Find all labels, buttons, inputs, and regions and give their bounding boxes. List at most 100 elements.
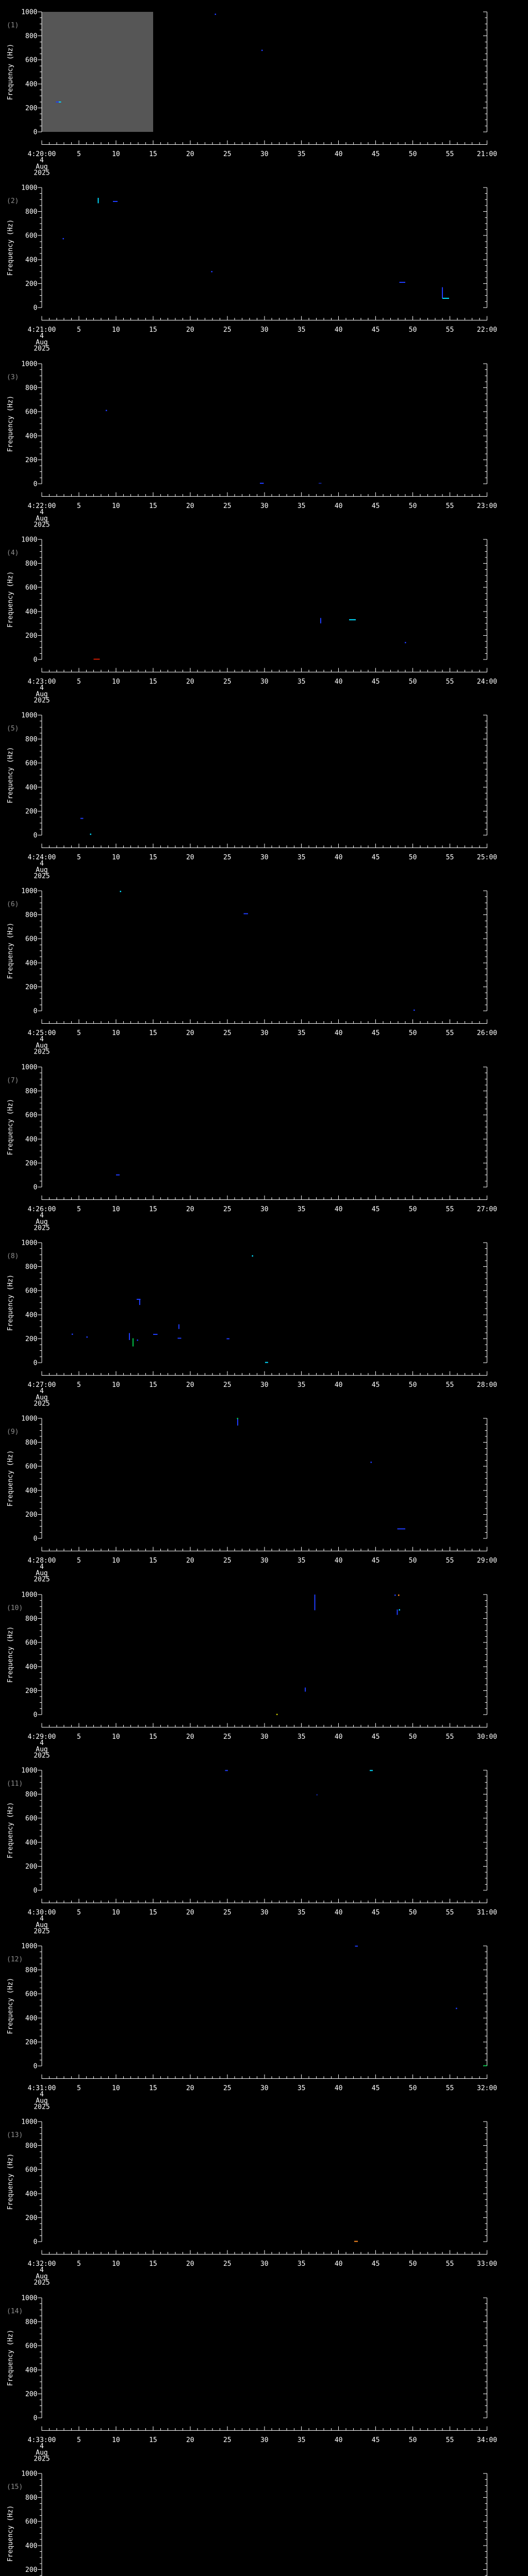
spectrogram-panel-13: 0 200 400 600 800 1000 4:32:00 5 10 15 20 25 30 35 40 4… bbox=[0, 2110, 528, 2286]
time-axis: 4:25:00 5 10 15 20 25 30 35 40 45 50 55 26:00 bbox=[28, 1019, 497, 1037]
x-tick-label: 35 bbox=[298, 1206, 306, 1213]
y-axis-title: Frequency (Hz) bbox=[7, 1098, 14, 1155]
x-tick-label: 50 bbox=[409, 2260, 417, 2268]
x-tick-label: 25 bbox=[223, 1029, 232, 1037]
panel-number: (8) bbox=[7, 1252, 19, 1260]
x-tick-label: 35 bbox=[298, 326, 306, 334]
y-axis-left: 0 200 400 600 800 1000 bbox=[21, 888, 42, 1015]
y-axis-right bbox=[483, 1066, 487, 1188]
x-tick-label: 40 bbox=[335, 502, 343, 510]
y-tick-label: 400 bbox=[25, 784, 37, 791]
detection-marks bbox=[62, 198, 450, 299]
y-tick-label: 400 bbox=[25, 2542, 37, 2550]
y-tick-label: 1000 bbox=[21, 1767, 37, 1774]
x-tick-label: 30 bbox=[260, 150, 269, 158]
svg-text:2025: 2025 bbox=[34, 873, 50, 879]
x-tick-label: 30 bbox=[260, 854, 269, 861]
x-tick-label: 15 bbox=[149, 2084, 157, 2092]
x-tick-label: 15 bbox=[149, 150, 157, 158]
svg-text:2025: 2025 bbox=[34, 2455, 50, 2462]
y-tick-label: 0 bbox=[34, 304, 38, 312]
y-axis-title: Frequency (Hz) bbox=[7, 2154, 14, 2210]
y-tick-label: 800 bbox=[25, 1615, 37, 1623]
x-tick-label: 45 bbox=[372, 1909, 380, 1917]
y-axis-title: Frequency (Hz) bbox=[7, 1978, 14, 2034]
x-tick-label: 10 bbox=[112, 1909, 120, 1917]
x-tick-label: 10 bbox=[112, 1733, 120, 1741]
svg-text:Aug: Aug bbox=[36, 1042, 47, 1050]
y-tick-label: 1000 bbox=[21, 360, 37, 368]
y-tick-label: 800 bbox=[25, 2318, 37, 2326]
nodata-region-group bbox=[42, 11, 153, 132]
y-axis-right bbox=[483, 187, 487, 308]
x-tick-label: 5 bbox=[77, 1733, 81, 1741]
detection-dot bbox=[62, 238, 64, 240]
x-tick-label: 35 bbox=[298, 502, 306, 510]
y-tick-label: 600 bbox=[25, 584, 37, 592]
panel-number: (3) bbox=[7, 374, 19, 381]
detection-marks bbox=[225, 1770, 373, 1795]
x-tick-label: 45 bbox=[372, 2260, 380, 2268]
svg-text:Aug: Aug bbox=[36, 1570, 47, 1578]
y-tick-label: 800 bbox=[25, 208, 37, 216]
x-tick-label: 25 bbox=[223, 326, 232, 334]
nodata-region bbox=[42, 11, 153, 132]
time-axis: 4:28:00 5 10 15 20 25 30 35 40 45 50 55 29:00 bbox=[28, 1547, 497, 1565]
svg-text:Aug: Aug bbox=[36, 1921, 47, 1929]
y-tick-label: 600 bbox=[25, 408, 37, 416]
y-axis-left: 0 200 400 600 800 1000 bbox=[21, 8, 42, 136]
x-tick-label: 25 bbox=[223, 1557, 232, 1565]
x-tick-label: 25 bbox=[223, 150, 232, 158]
x-start-label: 4:33:00 bbox=[28, 2436, 56, 2444]
y-tick-label: 800 bbox=[25, 1263, 37, 1271]
spectrogram-panel-14: 0 200 400 600 800 1000 4:33:00 5 10 15 20 25 30 35 40 4… bbox=[0, 2286, 528, 2462]
x-tick-label: 10 bbox=[112, 2084, 120, 2092]
spectrogram-panel-5: 0 200 400 600 800 1000 4:24:00 5 10 15 20 25 30 35 40 4… bbox=[0, 703, 528, 879]
y-tick-label: 600 bbox=[25, 2518, 37, 2526]
x-tick-label: 40 bbox=[335, 2260, 343, 2268]
x-tick-label: 40 bbox=[335, 150, 343, 158]
panel-number: (4) bbox=[7, 549, 19, 557]
x-tick-label: 50 bbox=[409, 2084, 417, 2092]
x-tick-label: 30 bbox=[260, 1557, 269, 1565]
y-tick-label: 600 bbox=[25, 2166, 37, 2174]
svg-text:2025: 2025 bbox=[34, 1576, 50, 1583]
detection-dot bbox=[137, 1339, 138, 1341]
x-tick-label: 30 bbox=[260, 1733, 269, 1741]
x-tick-label: 40 bbox=[335, 854, 343, 861]
svg-text:Aug: Aug bbox=[36, 163, 47, 171]
x-tick-label: 5 bbox=[77, 150, 81, 158]
x-tick-label: 30 bbox=[260, 2084, 269, 2092]
detection-dot bbox=[106, 410, 107, 411]
svg-text:2025: 2025 bbox=[34, 1752, 50, 1758]
x-tick-label: 25 bbox=[223, 1733, 232, 1741]
y-tick-label: 200 bbox=[25, 280, 37, 288]
y-tick-label: 400 bbox=[25, 608, 37, 616]
x-end-label: 23:00 bbox=[477, 502, 497, 510]
x-tick-label: 30 bbox=[260, 1381, 269, 1389]
y-tick-label: 1000 bbox=[21, 1591, 37, 1599]
x-tick-label: 20 bbox=[186, 678, 194, 686]
y-tick-label: 800 bbox=[25, 1967, 37, 1974]
y-axis-title: Frequency (Hz) bbox=[7, 2505, 14, 2562]
x-tick-label: 40 bbox=[335, 1206, 343, 1213]
y-axis-right bbox=[483, 890, 487, 1011]
detection-dot bbox=[252, 1255, 254, 1257]
y-tick-label: 0 bbox=[34, 832, 38, 840]
svg-text:4: 4 bbox=[40, 1036, 44, 1043]
x-tick-label: 45 bbox=[372, 326, 380, 334]
detection-dot bbox=[211, 271, 212, 273]
x-tick-label: 10 bbox=[112, 2260, 120, 2268]
y-tick-label: 0 bbox=[34, 128, 38, 136]
x-tick-label: 55 bbox=[446, 1733, 454, 1741]
x-tick-label: 20 bbox=[186, 1557, 194, 1565]
x-tick-label: 45 bbox=[372, 2436, 380, 2444]
detection-dot bbox=[370, 1462, 372, 1463]
y-axis-right bbox=[483, 2121, 487, 2242]
x-tick-label: 55 bbox=[446, 678, 454, 686]
x-tick-label: 20 bbox=[186, 2084, 194, 2092]
x-tick-label: 5 bbox=[77, 1557, 81, 1565]
